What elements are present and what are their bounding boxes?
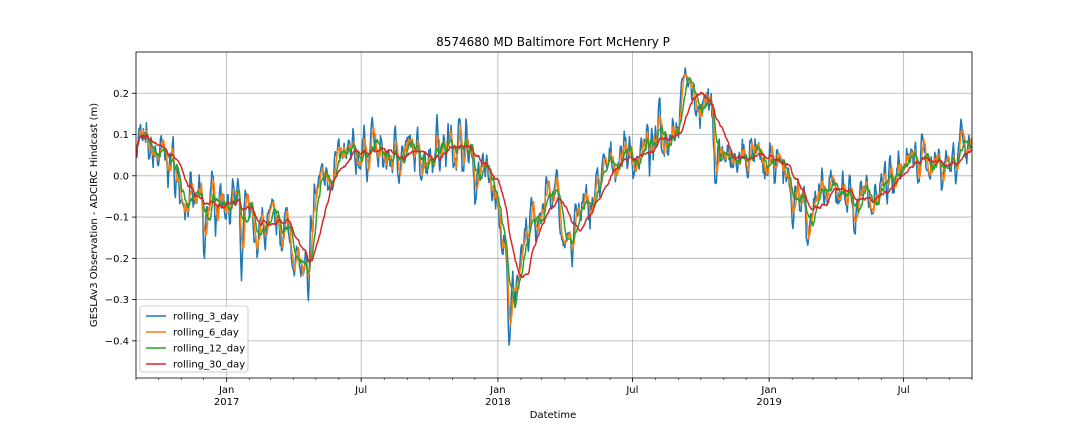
series-line-rolling_12_day (135, 76, 973, 309)
series-lines (135, 67, 973, 346)
plot-frame (135, 51, 973, 379)
y-tick-label: 0.1 (113, 130, 129, 141)
x-tick-label: Jul (897, 385, 910, 396)
x-tick-label: Jul (354, 385, 367, 396)
legend-label: rolling_6_day (173, 328, 239, 339)
x-tick-label: Jan (760, 385, 776, 396)
y-tick-label: 0.0 (113, 171, 129, 182)
y-tick-label: 0.2 (113, 89, 129, 100)
y-tick-label: −0.1 (105, 213, 129, 224)
chart-title: 8574680 MD Baltimore Fort McHenry P (436, 35, 670, 49)
series-line-rolling_30_day (135, 91, 973, 279)
y-tick-label: −0.3 (105, 295, 129, 306)
grid-lines (136, 52, 972, 378)
x-tick-year-label: 2017 (214, 397, 239, 408)
y-axis-ticks: −0.4 −0.3 −0.2 −0.1 0.0 0.1 0.2 (105, 89, 136, 347)
x-tick-year-label: 2019 (756, 397, 781, 408)
legend-label: rolling_30_day (173, 360, 245, 371)
x-tick-year-label: 2018 (485, 397, 510, 408)
y-tick-label: −0.4 (105, 336, 129, 347)
legend: rolling_3_day rolling_6_day rolling_12_day… (139, 305, 249, 373)
y-tick-label: −0.2 (105, 254, 129, 265)
series-line-rolling_6_day (135, 73, 973, 327)
y-axis-label: GESLAv3 Observation - ADCIRC Hindcast (m… (89, 103, 100, 327)
x-tick-label: Jan (489, 385, 505, 396)
legend-label: rolling_3_day (173, 312, 239, 323)
legend-box (139, 305, 249, 373)
x-tick-label: Jan (218, 385, 234, 396)
x-tick-label: Jul (625, 385, 638, 396)
legend-label: rolling_12_day (173, 344, 245, 355)
x-axis-label: Datetime (530, 410, 577, 421)
